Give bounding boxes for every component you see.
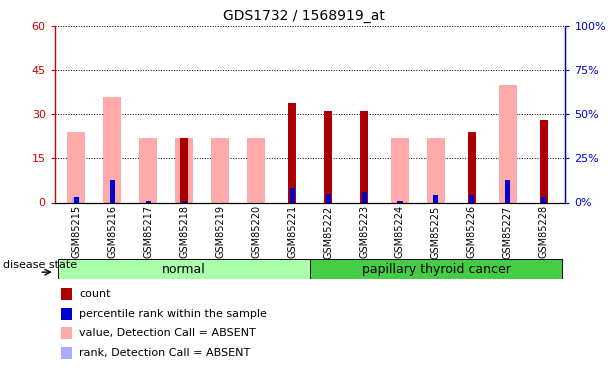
Text: papillary thyroid cancer: papillary thyroid cancer [362, 262, 510, 276]
Bar [110, 180, 115, 203]
Bar [540, 120, 548, 202]
Bar [427, 138, 445, 202]
Bar [499, 85, 517, 202]
Bar [288, 103, 296, 202]
Bar [175, 138, 193, 202]
Bar [505, 180, 510, 203]
Bar [398, 201, 402, 202]
Bar [67, 132, 85, 202]
Text: normal: normal [162, 262, 206, 276]
Text: disease state: disease state [3, 260, 77, 270]
Bar [469, 195, 474, 202]
FancyBboxPatch shape [58, 259, 310, 279]
Text: rank, Detection Call = ABSENT: rank, Detection Call = ABSENT [79, 348, 250, 358]
Bar [289, 188, 295, 202]
Bar [182, 201, 187, 202]
Bar [103, 97, 121, 202]
Bar [324, 111, 332, 202]
Bar [211, 138, 229, 202]
Text: percentile rank within the sample: percentile rank within the sample [79, 309, 267, 319]
FancyBboxPatch shape [310, 259, 562, 279]
Text: count: count [79, 290, 111, 299]
Bar [468, 132, 476, 202]
Text: GDS1732 / 1568919_at: GDS1732 / 1568919_at [223, 9, 385, 23]
Bar [541, 197, 547, 202]
Bar [247, 138, 265, 202]
Bar [180, 138, 188, 202]
Bar [74, 197, 79, 202]
Bar [139, 138, 157, 202]
Text: value, Detection Call = ABSENT: value, Detection Call = ABSENT [79, 328, 256, 338]
Bar [325, 194, 331, 202]
Bar [360, 111, 368, 202]
Bar [362, 192, 367, 202]
Bar [146, 201, 151, 202]
Bar [72, 197, 80, 202]
Bar [391, 138, 409, 202]
Bar [434, 195, 438, 202]
